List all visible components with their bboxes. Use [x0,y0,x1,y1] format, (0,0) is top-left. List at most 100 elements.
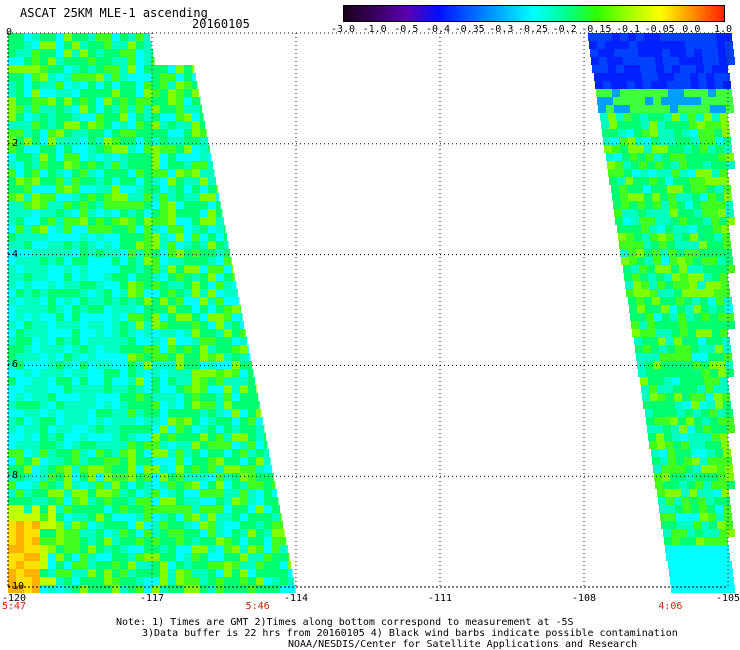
swath-cell [216,265,224,273]
swath-cell [8,569,16,577]
swath-cell [112,385,120,393]
swath-cell [693,97,701,105]
swath-cell [136,537,144,545]
swath-cell [96,465,104,473]
swath-cell [48,465,56,473]
swath-cell [208,377,216,385]
swath-cell [727,481,735,489]
swath-cell [721,385,729,393]
swath-cell [104,185,112,193]
swath-cell [689,489,697,497]
swath-cell [208,401,216,409]
swath-cell [32,425,40,433]
swath-cell [120,433,128,441]
swath-cell [144,425,152,433]
swath-cell [640,273,648,281]
swath-cell [80,393,88,401]
swath-cell [232,353,240,361]
swath-cell [604,145,612,153]
swath-cell [152,145,160,153]
swath-cell [695,425,703,433]
swath-cell [616,65,624,73]
swath-cell [232,537,240,545]
swath-cell [24,513,32,521]
swath-cell [40,241,48,249]
swath-cell [703,265,711,273]
swath-cell [623,57,631,65]
swath-cell [686,577,694,585]
swath-cell [88,585,96,593]
swath-cell [40,89,48,97]
swath-cell [701,201,709,209]
swath-cell [152,569,160,577]
swath-cell [641,385,649,393]
swath-cell [40,537,48,545]
swath-cell [96,217,104,225]
swath-cell [232,545,240,553]
swath-cell [216,489,224,497]
swath-cell [192,273,200,281]
swath-cell [629,257,637,265]
swath-cell [713,225,721,233]
swath-cell [200,329,208,337]
swath-cell [56,473,64,481]
swath-cell [216,529,224,537]
swath-cell [192,505,200,513]
swath-cell [24,41,32,49]
swath-cell [128,561,136,569]
swath-cell [112,121,120,129]
swath-cell [168,233,176,241]
swath-cell [670,209,678,217]
swath-cell [128,585,136,593]
swath-cell [725,361,733,369]
swath-cell [88,529,96,537]
swath-cell [216,577,224,585]
swath-cell [208,385,216,393]
swath-cell [646,313,654,321]
swath-cell [604,89,612,97]
swath-cell [683,185,691,193]
swath-cell [80,289,88,297]
swath-cell [48,185,56,193]
swath-cell [176,425,184,433]
swath-cell [144,529,152,537]
swath-cell [80,57,88,65]
swath-cell [256,497,264,505]
swath-cell [136,233,144,241]
swath-cell [64,249,72,257]
swath-cell [248,569,256,577]
swath-cell [120,57,128,65]
swath-cell [184,425,192,433]
swath-cell [704,113,712,121]
swath-cell [152,521,160,529]
swath-cell [136,345,144,353]
swath-cell [96,201,104,209]
swath-cell [120,209,128,217]
swath-cell [48,545,56,553]
swath-cell [104,393,112,401]
swath-cell [709,305,717,313]
swath-cell [685,257,693,265]
swath-cell [80,409,88,417]
swath-cell [184,281,192,289]
swath-cell [144,41,152,49]
swath-cell [721,225,729,233]
swath-cell [144,33,150,41]
swath-cell [112,497,120,505]
swath-cell [32,145,40,153]
swath-cell [678,313,686,321]
swath-cell [48,129,56,137]
swath-cell [112,561,120,569]
swath-cell [144,193,152,201]
swath-cell [136,353,144,361]
swath-cell [192,449,200,457]
swath-cell [216,545,224,553]
swath-cell [112,113,120,121]
swath-cell [192,313,200,321]
swath-cell [88,73,96,81]
swath-cell [48,49,56,57]
swath-cell [675,345,683,353]
swath-cell [592,65,600,73]
swath-cell [697,441,705,449]
swath-cell [32,337,40,345]
